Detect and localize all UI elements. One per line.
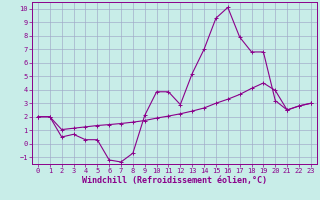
X-axis label: Windchill (Refroidissement éolien,°C): Windchill (Refroidissement éolien,°C) — [82, 176, 267, 185]
